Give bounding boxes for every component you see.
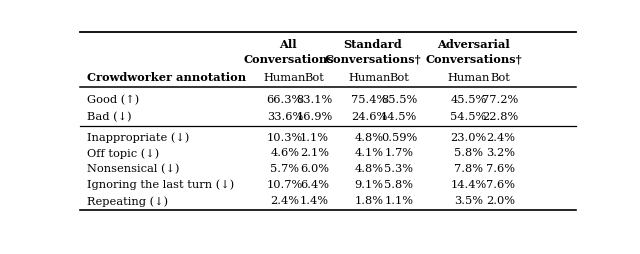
Text: 2.4%: 2.4%: [486, 132, 515, 142]
Text: 23.0%: 23.0%: [451, 132, 486, 142]
Text: 77.2%: 77.2%: [483, 95, 519, 105]
Text: 14.5%: 14.5%: [381, 112, 417, 121]
Text: 24.6%: 24.6%: [351, 112, 387, 121]
Text: 83.1%: 83.1%: [296, 95, 333, 105]
Text: 3.5%: 3.5%: [454, 196, 483, 206]
Text: 2.0%: 2.0%: [486, 196, 515, 206]
Text: Inappropriate (↓): Inappropriate (↓): [88, 132, 190, 142]
Text: 4.6%: 4.6%: [270, 148, 300, 158]
Text: 5.8%: 5.8%: [454, 148, 483, 158]
Text: Crowdworker annotation: Crowdworker annotation: [88, 72, 246, 83]
Text: 2.4%: 2.4%: [270, 196, 300, 206]
Text: Off topic (↓): Off topic (↓): [88, 148, 160, 158]
Text: 4.1%: 4.1%: [355, 148, 383, 158]
Text: 7.6%: 7.6%: [486, 163, 515, 173]
Text: Bot: Bot: [305, 72, 324, 82]
Text: 85.5%: 85.5%: [381, 95, 417, 105]
Text: Bot: Bot: [389, 72, 409, 82]
Text: Bot: Bot: [491, 72, 511, 82]
Text: 2.1%: 2.1%: [300, 148, 329, 158]
Text: Human: Human: [447, 72, 490, 82]
Text: Conversations†: Conversations†: [425, 53, 522, 64]
Text: Human: Human: [264, 72, 306, 82]
Text: 1.1%: 1.1%: [385, 196, 413, 206]
Text: Conversations†: Conversations†: [324, 53, 421, 64]
Text: 54.5%: 54.5%: [451, 112, 486, 121]
Text: 3.2%: 3.2%: [486, 148, 515, 158]
Text: 5.7%: 5.7%: [270, 163, 300, 173]
Text: 0.59%: 0.59%: [381, 132, 417, 142]
Text: Bad (↓): Bad (↓): [88, 112, 132, 122]
Text: 6.4%: 6.4%: [300, 179, 329, 189]
Text: 1.7%: 1.7%: [385, 148, 413, 158]
Text: 9.1%: 9.1%: [355, 179, 383, 189]
Text: 7.6%: 7.6%: [486, 179, 515, 189]
Text: 1.1%: 1.1%: [300, 132, 329, 142]
Text: 4.8%: 4.8%: [355, 132, 383, 142]
Text: Nonsensical (↓): Nonsensical (↓): [88, 163, 180, 173]
Text: 66.3%: 66.3%: [267, 95, 303, 105]
Text: All: All: [280, 39, 297, 50]
Text: 14.4%: 14.4%: [451, 179, 486, 189]
Text: 4.8%: 4.8%: [355, 163, 383, 173]
Text: 22.8%: 22.8%: [483, 112, 519, 121]
Text: Good (↑): Good (↑): [88, 95, 140, 105]
Text: Human: Human: [348, 72, 390, 82]
Text: 7.8%: 7.8%: [454, 163, 483, 173]
Text: 10.7%: 10.7%: [267, 179, 303, 189]
Text: 1.4%: 1.4%: [300, 196, 329, 206]
Text: 10.3%: 10.3%: [267, 132, 303, 142]
Text: 5.3%: 5.3%: [385, 163, 413, 173]
Text: Ignoring the last turn (↓): Ignoring the last turn (↓): [88, 179, 235, 189]
Text: 5.8%: 5.8%: [385, 179, 413, 189]
Text: 45.5%: 45.5%: [451, 95, 486, 105]
Text: 33.6%: 33.6%: [267, 112, 303, 121]
Text: Adversarial: Adversarial: [437, 39, 509, 50]
Text: 16.9%: 16.9%: [296, 112, 333, 121]
Text: 75.4%: 75.4%: [351, 95, 387, 105]
Text: Conversations: Conversations: [243, 53, 333, 64]
Text: 1.8%: 1.8%: [355, 196, 383, 206]
Text: Standard: Standard: [343, 39, 402, 50]
Text: Repeating (↓): Repeating (↓): [88, 195, 168, 206]
Text: 6.0%: 6.0%: [300, 163, 329, 173]
